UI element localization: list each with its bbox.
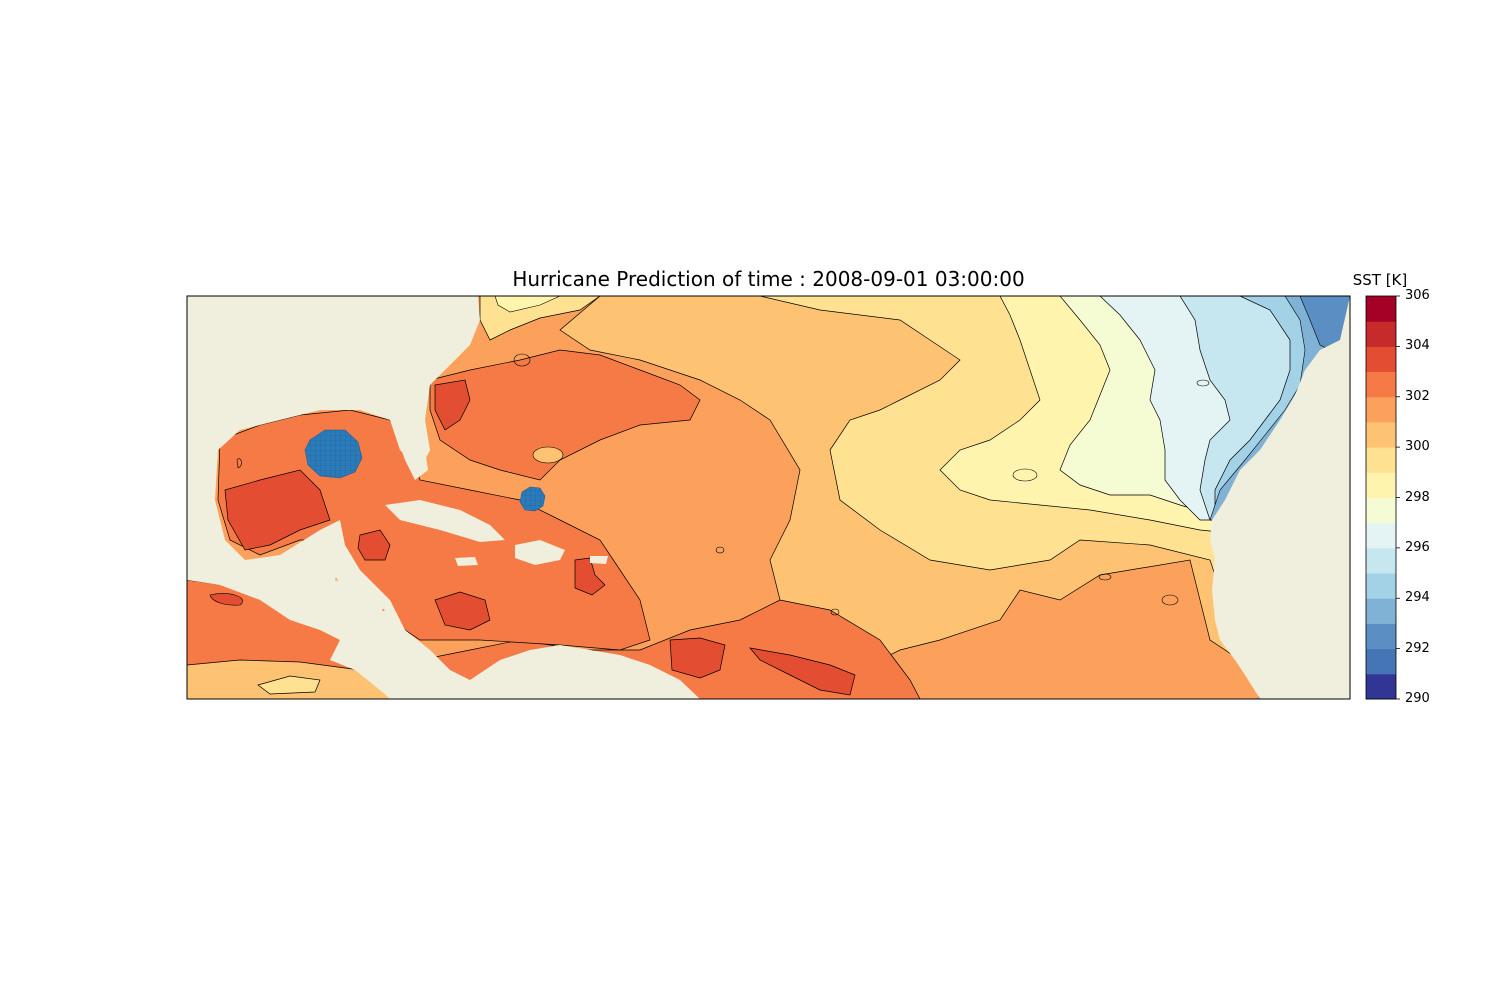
sst-patch-304a (224, 469, 331, 551)
land-puerto-rico (590, 556, 608, 564)
land-north-america (187, 296, 480, 660)
map-area (187, 296, 1350, 699)
colorbar-tick-label: 296 (1405, 539, 1430, 555)
land-masses (187, 296, 1350, 699)
hurricane-marker-gulf (304, 429, 363, 479)
sst-patch-300-sw (257, 675, 321, 695)
colorbar-segment (1366, 522, 1396, 549)
map-frame (186, 295, 1351, 700)
colorbar-segment (1366, 673, 1396, 700)
sst-band-north-cooler (494, 296, 561, 313)
sst-patch-304e (749, 647, 856, 696)
colorbar-segment (1366, 396, 1396, 423)
colorbar-segment (1366, 296, 1396, 322)
colorbar-segment (1366, 346, 1396, 373)
land-jamaica (455, 557, 478, 566)
colorbar-segment (1366, 598, 1396, 624)
colorbar-label: SST [K] (1352, 271, 1408, 289)
sst-patch-304c (357, 529, 391, 561)
sst-band-303-north (429, 349, 701, 481)
colorbar-tick-label: 306 (1405, 288, 1430, 303)
colorbar-tick-label: 292 (1405, 640, 1430, 656)
colorbar-tick-label: 294 (1405, 590, 1430, 606)
colorbar-segment (1366, 421, 1396, 448)
colorbar-segment (1366, 447, 1396, 473)
colorbar-tick-label: 302 (1405, 388, 1430, 404)
colorbar-segment (1366, 573, 1396, 599)
colorbar-segment (1366, 371, 1396, 398)
land-cuba (385, 500, 505, 542)
colorbar-segment (1366, 321, 1396, 347)
land-africa (1210, 296, 1350, 699)
colorbar-tick-label: 290 (1405, 691, 1430, 706)
sst-patch-304b (434, 591, 491, 631)
colorbar-tick-label: 300 (1405, 439, 1430, 455)
colorbar-tick-label: 298 (1405, 489, 1430, 505)
colorbar-segment (1366, 648, 1396, 675)
colorbar-segment (1366, 547, 1396, 574)
land-hispaniola (515, 540, 565, 565)
contour-details (209, 353, 1210, 616)
chart-title: Hurricane Prediction of time : 2008-09-0… (512, 267, 1025, 291)
land-florida (395, 420, 428, 480)
land-south-america (460, 645, 700, 699)
land-central-america (330, 545, 510, 699)
colorbar-segment (1366, 472, 1396, 498)
colorbar (1366, 296, 1396, 700)
sst-patch-304g (434, 379, 471, 431)
hurricane-marker-caribbean (519, 486, 546, 512)
colorbar-tick-label: 304 (1405, 338, 1430, 354)
colorbar-ticks (1396, 295, 1400, 700)
sst-patch-304d (669, 637, 726, 679)
colorbar-segment (1366, 497, 1396, 524)
colorbar-segment (1366, 623, 1396, 650)
